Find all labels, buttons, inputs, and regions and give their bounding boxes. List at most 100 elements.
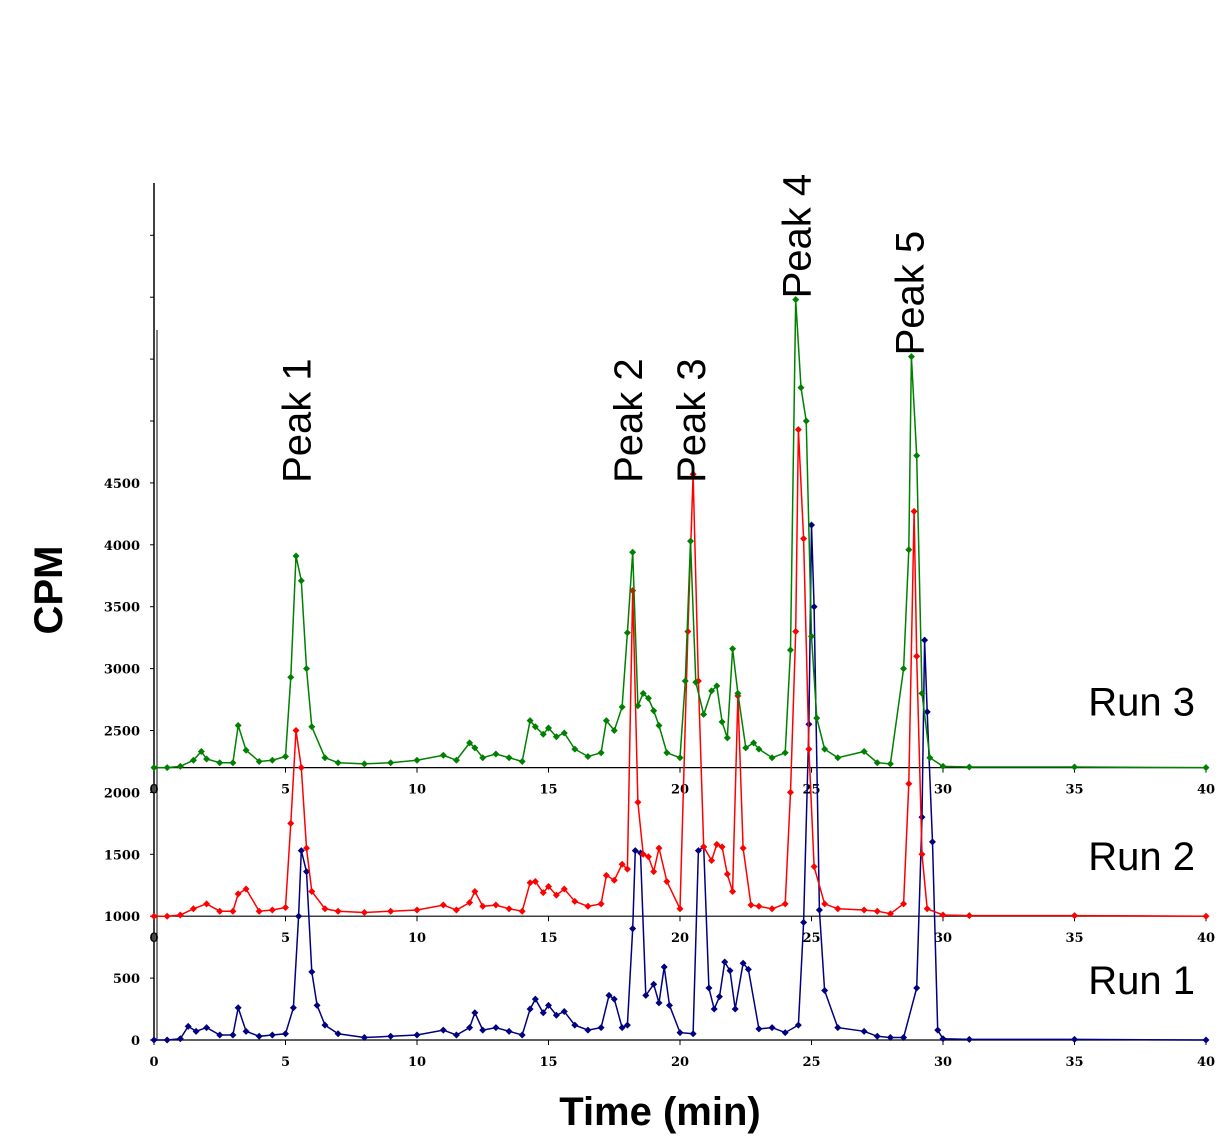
data-point	[466, 739, 474, 747]
data-point	[526, 879, 534, 887]
data-point	[921, 636, 929, 644]
data-point	[584, 902, 592, 910]
data-point	[163, 912, 171, 920]
data-point	[886, 910, 894, 918]
data-point	[676, 754, 684, 762]
data-point	[505, 754, 513, 762]
data-point	[739, 959, 747, 967]
data-point	[297, 764, 305, 772]
data-point	[282, 752, 289, 760]
data-point	[584, 752, 592, 760]
peak-annotation: Peak 2	[607, 358, 651, 483]
data-point	[821, 986, 829, 994]
data-point	[452, 756, 460, 764]
data-point	[618, 1024, 626, 1032]
y-tick-label: 3500	[104, 601, 140, 616]
x-tick-label: 10	[408, 931, 426, 946]
data-point	[1071, 1035, 1078, 1043]
data-point	[234, 1004, 242, 1012]
data-point	[965, 1035, 973, 1043]
data-point	[526, 1005, 534, 1013]
data-point	[1202, 912, 1210, 920]
data-point	[713, 682, 721, 690]
data-point	[655, 722, 663, 730]
data-point	[479, 902, 487, 910]
data-point	[334, 1030, 342, 1038]
data-point	[781, 900, 789, 908]
data-point	[539, 889, 547, 897]
data-point	[939, 911, 947, 919]
data-point	[492, 901, 500, 909]
data-point	[471, 1009, 479, 1017]
data-point	[150, 912, 158, 920]
x-tick-label: 15	[539, 931, 557, 946]
data-point	[203, 1024, 211, 1032]
data-point	[610, 876, 618, 884]
data-point	[618, 860, 626, 868]
data-point	[492, 1024, 500, 1032]
data-point	[308, 887, 316, 895]
data-point	[313, 1001, 321, 1009]
data-point	[234, 722, 242, 730]
x-tick-label: 20	[671, 1055, 689, 1070]
data-point	[492, 750, 500, 758]
data-point	[660, 963, 668, 971]
data-point	[802, 417, 810, 425]
data-point	[676, 1029, 684, 1037]
data-point	[918, 689, 926, 697]
data-point	[1202, 1036, 1210, 1044]
series-label: Run 1	[1088, 959, 1195, 1003]
data-point	[452, 906, 460, 914]
x-tick-label: 15	[539, 783, 557, 798]
data-point	[729, 887, 737, 895]
label-layer: Run 1 Run 2 Run 3 Peak 1 Peak 2 Peak 3 Peak 4 P…	[276, 174, 1195, 1003]
x-tick-label: 0	[149, 783, 158, 798]
y-tick-label: 1000	[104, 910, 140, 925]
data-point	[721, 958, 729, 966]
data-point	[216, 907, 224, 915]
x-axis-title: Time (min)	[559, 1090, 761, 1134]
data-point	[913, 652, 921, 660]
peak-annotation: Peak 5	[888, 231, 932, 356]
data-point	[602, 871, 610, 879]
data-point	[805, 745, 813, 753]
data-point	[471, 887, 479, 895]
data-point	[750, 739, 758, 747]
data-point	[900, 665, 908, 673]
data-point	[886, 760, 894, 768]
x-tick-label: 5	[281, 1055, 290, 1070]
y-tick-label: 4000	[104, 539, 140, 554]
data-point	[216, 759, 224, 767]
data-point	[900, 900, 908, 908]
data-point	[471, 744, 479, 752]
data-point	[282, 1030, 289, 1038]
data-point	[203, 900, 211, 908]
data-point	[821, 900, 829, 908]
series-line-run-3	[154, 299, 1207, 769]
data-point	[1202, 764, 1210, 772]
data-point	[692, 678, 700, 686]
data-point	[545, 1001, 552, 1009]
data-point	[734, 689, 742, 697]
data-point	[466, 1024, 474, 1032]
data-point	[242, 1027, 250, 1035]
data-point	[321, 905, 329, 913]
data-point	[913, 452, 921, 460]
x-tick-label: 30	[934, 783, 952, 798]
data-point	[303, 868, 311, 876]
data-point	[526, 717, 534, 725]
data-point	[623, 629, 631, 637]
data-point	[584, 1026, 592, 1034]
data-point	[623, 1021, 631, 1029]
data-point	[913, 984, 921, 992]
data-point	[700, 843, 708, 851]
data-point	[150, 1036, 158, 1044]
data-point	[631, 847, 639, 855]
data-point	[694, 847, 702, 855]
x-tick-label: 10	[408, 783, 426, 798]
data-point	[708, 687, 716, 695]
data-point	[452, 1031, 460, 1039]
data-point	[531, 995, 539, 1003]
data-point	[229, 759, 237, 767]
